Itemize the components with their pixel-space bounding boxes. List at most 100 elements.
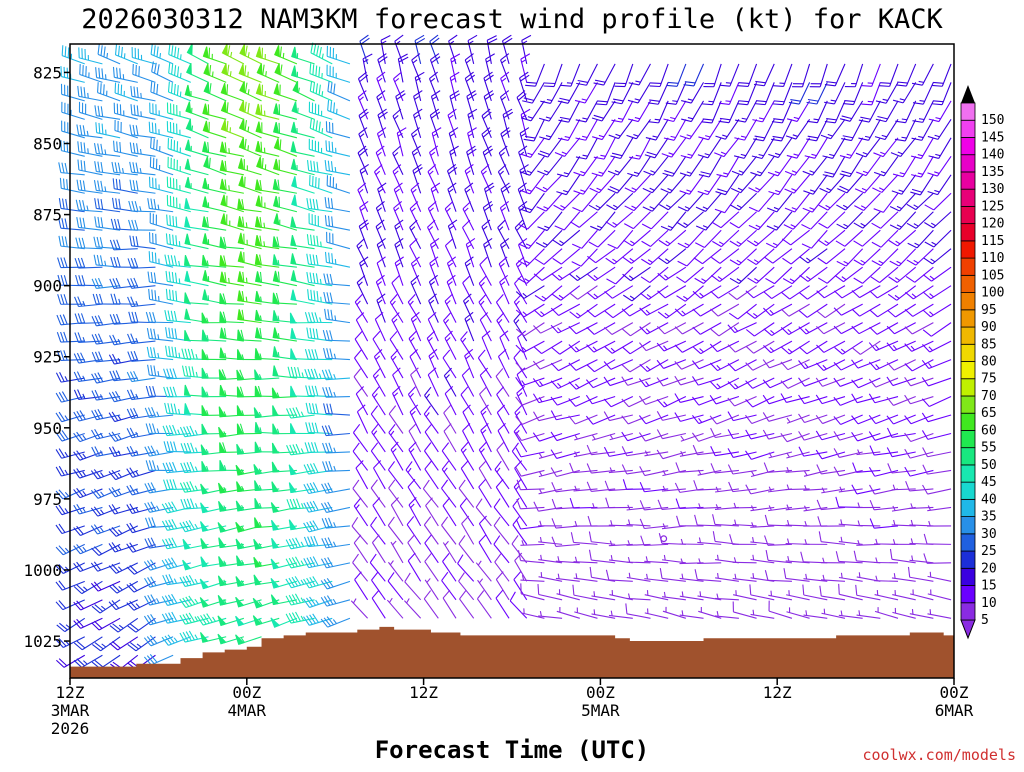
- wind-barb: [734, 138, 756, 159]
- wind-barb: [913, 82, 933, 104]
- wind-barb: [162, 502, 191, 513]
- wind-barb: [148, 198, 173, 212]
- wind-barb: [325, 160, 350, 175]
- wind-barb: [428, 220, 439, 249]
- wind-barb: [391, 541, 403, 563]
- wind-barb: [749, 175, 775, 193]
- wind-barb: [415, 72, 424, 101]
- wind-barb: [799, 395, 828, 404]
- wind-barb: [408, 294, 420, 322]
- wind-barb: [711, 428, 739, 437]
- wind-barb: [677, 516, 704, 526]
- wind-barb: [371, 480, 385, 508]
- wind-barb: [459, 480, 474, 508]
- wind-barb: [498, 165, 509, 194]
- colorbar-label: 15: [981, 579, 997, 594]
- wind-barb: [236, 635, 262, 644]
- wind-barb: [538, 537, 562, 544]
- wind-barb: [514, 313, 527, 341]
- x-axis-label: Forecast Time (UTC): [375, 736, 650, 764]
- wind-barb: [128, 297, 156, 307]
- wind-barb: [151, 138, 174, 157]
- wind-barb: [657, 341, 686, 351]
- wind-barb: [699, 156, 721, 177]
- wind-barb: [834, 304, 863, 315]
- wind-barb: [359, 220, 368, 249]
- wind-barb: [730, 193, 756, 210]
- wind-barb: [130, 180, 155, 194]
- wind-barb: [371, 517, 386, 544]
- wind-barb: [74, 544, 103, 553]
- wind-barb: [734, 119, 756, 140]
- wind-barb: [370, 554, 385, 581]
- wind-barb: [376, 146, 385, 175]
- wind-barb: [465, 183, 474, 212]
- wind-barb: [185, 85, 208, 101]
- wind-barb: [512, 535, 527, 562]
- wind-barb: [353, 443, 367, 471]
- wind-barb: [476, 561, 491, 581]
- wind-barb: [92, 544, 121, 555]
- colorbar-label: 130: [981, 182, 1004, 197]
- wind-barb: [925, 230, 951, 247]
- wind-barb: [675, 304, 703, 316]
- wind-barb: [852, 286, 880, 298]
- wind-barb: [500, 201, 509, 230]
- wind-barb: [327, 46, 350, 64]
- wind-barb: [398, 54, 408, 82]
- wind-barb: [932, 64, 951, 86]
- wind-barb: [354, 535, 367, 563]
- wind-barb: [514, 479, 527, 507]
- wind-barb: [834, 378, 863, 386]
- wind-barb: [95, 143, 121, 156]
- wind-barb: [391, 497, 403, 525]
- colorbar-swatch: [961, 499, 975, 516]
- wind-barb: [271, 578, 297, 588]
- wind-barb: [820, 586, 845, 600]
- wind-barb: [425, 553, 439, 581]
- wind-barb: [460, 498, 473, 526]
- wind-barb: [413, 164, 423, 193]
- wind-barb: [747, 230, 774, 246]
- wind-barb: [703, 64, 721, 87]
- wind-barb: [818, 267, 845, 283]
- wind-barb: [326, 121, 350, 138]
- colorbar-swatch: [961, 603, 975, 620]
- wind-barb: [684, 64, 704, 86]
- wind-barb: [150, 103, 173, 120]
- wind-barb: [751, 610, 775, 619]
- wind-barb: [661, 175, 686, 193]
- wind-barb: [109, 470, 138, 479]
- wind-barb: [781, 304, 809, 316]
- wind-barb: [482, 220, 491, 249]
- wind-barb: [763, 304, 792, 315]
- wind-barb: [327, 232, 350, 249]
- wind-barb: [311, 43, 332, 64]
- colorbar-label: 45: [981, 475, 997, 490]
- wind-barb: [503, 35, 513, 64]
- wind-barb: [482, 331, 491, 360]
- colorbar-swatch: [961, 293, 975, 310]
- wind-barb: [905, 377, 934, 385]
- wind-barb: [841, 119, 862, 140]
- wind-barb: [525, 64, 544, 86]
- wind-barb: [816, 341, 845, 352]
- wind-barb: [519, 230, 544, 248]
- wind-barb: [552, 537, 580, 547]
- wind-barb: [411, 183, 421, 212]
- wind-barb: [781, 393, 810, 402]
- wind-barb: [702, 82, 721, 104]
- wind-barb: [817, 286, 845, 298]
- wind-barb: [818, 249, 845, 264]
- wind-barb: [428, 368, 438, 397]
- wind-barb: [764, 286, 792, 299]
- colorbar-label: 10: [981, 596, 997, 611]
- wind-barb: [657, 411, 686, 420]
- wind-barb: [92, 278, 120, 288]
- wind-barb: [304, 521, 333, 532]
- wind-barb: [409, 442, 421, 470]
- wind-barb: [76, 275, 103, 285]
- wind-barb: [573, 521, 597, 526]
